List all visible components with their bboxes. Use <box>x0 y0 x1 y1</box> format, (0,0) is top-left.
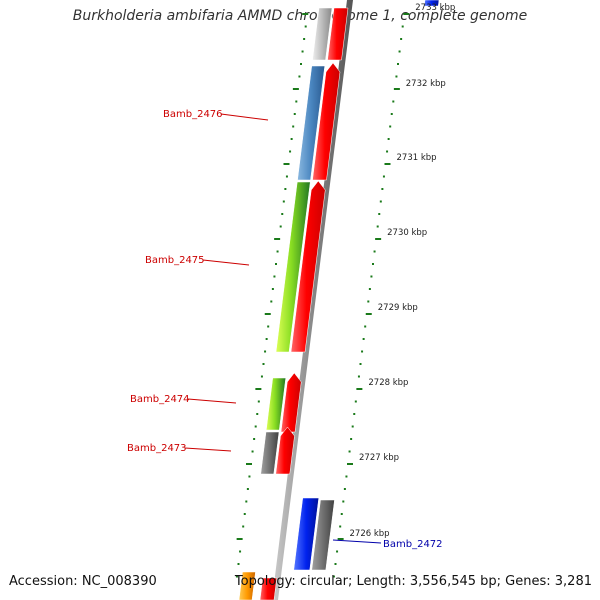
map-title: Burkholderia ambifaria AMMD chromosome 1… <box>72 8 528 24</box>
gene-bamb-2476 <box>297 65 326 181</box>
gene-features <box>238 0 440 600</box>
gene-bamb-2473 <box>260 431 280 475</box>
label-leader-line <box>187 398 237 404</box>
topology-text: Topology: circular; Length: 3,556,545 bp… <box>234 574 592 589</box>
gene-label: Bamb_2473 <box>127 443 187 454</box>
gene-label: Bamb_2472 <box>383 539 443 550</box>
gene-blue-top <box>423 0 440 7</box>
gene-label: Bamb_2475 <box>145 255 205 266</box>
accession-text: Accession: NC_008390 <box>9 574 157 589</box>
gene-forward <box>259 577 278 600</box>
gene-label: Bamb_2476 <box>163 109 223 120</box>
scale-label: 2729 kbp <box>378 303 418 313</box>
gene-light-gray <box>312 7 333 61</box>
label-leader-line <box>202 259 250 266</box>
gene-bamb-2474 <box>265 377 287 431</box>
gene-gray-reverse <box>311 499 335 571</box>
gene-bamb-2472 <box>293 497 320 571</box>
label-leader-line <box>220 113 269 121</box>
scale-label: 2730 kbp <box>387 228 427 238</box>
scale-label: 2727 kbp <box>359 453 399 463</box>
scale-label: 2732 kbp <box>406 79 446 89</box>
gene-forward <box>280 372 302 433</box>
gene-label: Bamb_2474 <box>130 394 190 405</box>
scale-label: 2733 kbp <box>415 3 455 13</box>
gene-orange <box>238 571 256 600</box>
gene-forward <box>290 180 326 353</box>
scale-label: 2726 kbp <box>350 529 390 539</box>
scale-label: 2728 kbp <box>368 378 408 388</box>
label-leader-line <box>184 447 232 452</box>
gene-forward <box>312 62 341 181</box>
label-leader-line <box>332 539 382 544</box>
scale-labels: 2733 kbp 2732 kbp 2731 kbp 2730 kbp 2729 kbp… <box>350 3 456 539</box>
tick-marks <box>235 13 410 578</box>
gene-bamb-2475 <box>275 181 311 353</box>
gene-forward <box>327 7 349 61</box>
gene-labels: Bamb_2476 Bamb_2475 Bamb_2474 Bamb_2473 Bamb… <box>127 109 443 550</box>
scale-label: 2731 kbp <box>397 153 437 163</box>
gene-forward <box>275 426 295 475</box>
